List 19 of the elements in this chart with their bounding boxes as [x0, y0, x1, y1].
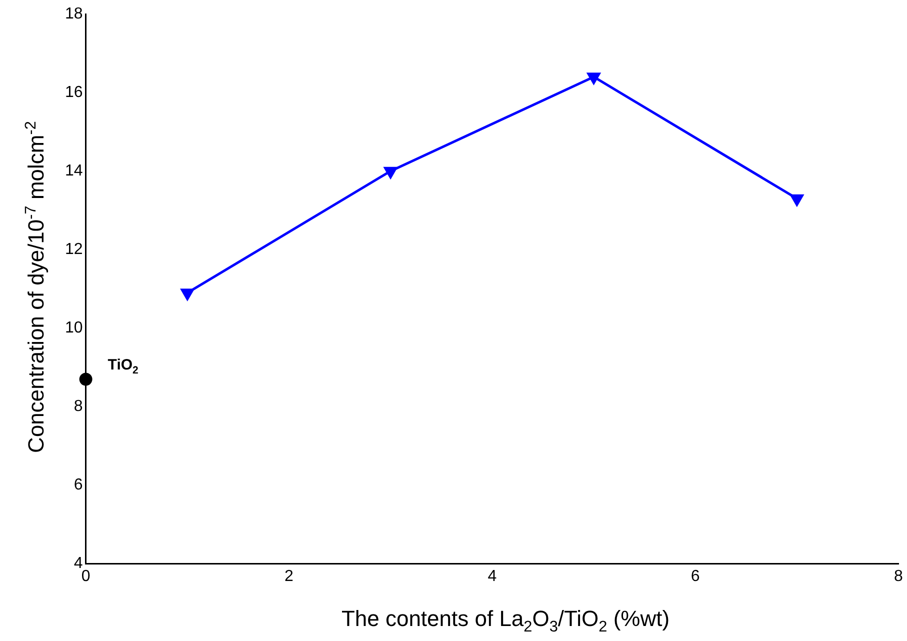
point: [790, 194, 804, 206]
point: [384, 166, 398, 178]
point: [587, 72, 600, 84]
x-tick-label: 0: [81, 568, 90, 585]
y-tick-label: 12: [65, 241, 83, 258]
y-tick-label: 6: [74, 476, 83, 494]
point: [79, 372, 92, 386]
point: [180, 288, 194, 300]
y-tick-label: 8: [74, 398, 83, 416]
x-tick-label: 8: [894, 568, 904, 585]
y-tick-label: 14: [65, 162, 83, 180]
y-tick-label: 4: [74, 555, 83, 572]
y-tick-label: 10: [65, 320, 83, 337]
y-tick-label: 18: [65, 5, 83, 22]
y-tick-label: 16: [65, 84, 83, 101]
x-tick-label: 4: [488, 568, 497, 585]
x-tick-label: 2: [284, 568, 294, 585]
x-axis-title: The contents of La$_{2}$O$_{3}$/TiO$_{2}$ (%wt): [340, 606, 671, 636]
x-tick-label: 6: [690, 568, 700, 585]
